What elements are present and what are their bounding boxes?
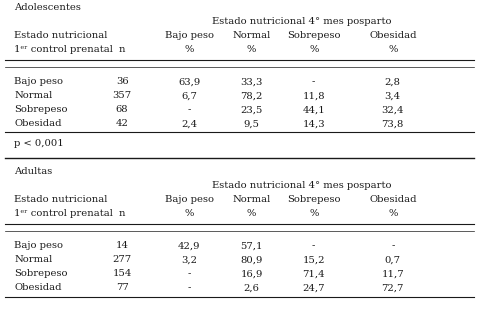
Text: %: % xyxy=(184,45,194,55)
Text: 277: 277 xyxy=(113,256,132,265)
Text: -: - xyxy=(391,241,395,250)
Text: %: % xyxy=(247,45,256,55)
Text: Adolescentes: Adolescentes xyxy=(14,4,81,13)
Text: 1ᵉʳ control prenatal: 1ᵉʳ control prenatal xyxy=(14,45,113,55)
Text: %: % xyxy=(309,210,319,218)
Text: Estado nutricional 4° mes posparto: Estado nutricional 4° mes posparto xyxy=(212,182,391,190)
Text: -: - xyxy=(187,269,191,279)
Text: 72,7: 72,7 xyxy=(382,284,404,292)
Text: Obesidad: Obesidad xyxy=(14,119,62,129)
Text: 36: 36 xyxy=(116,78,128,87)
Text: 11,7: 11,7 xyxy=(381,269,404,279)
Text: 42: 42 xyxy=(116,119,128,129)
Text: Estado nutricional: Estado nutricional xyxy=(14,32,108,40)
Text: 1ᵉʳ control prenatal: 1ᵉʳ control prenatal xyxy=(14,210,113,218)
Text: Obesidad: Obesidad xyxy=(14,284,62,292)
Text: p < 0,001: p < 0,001 xyxy=(14,139,64,147)
Text: 6,7: 6,7 xyxy=(181,91,197,100)
Text: 63,9: 63,9 xyxy=(178,78,200,87)
Text: Normal: Normal xyxy=(232,195,271,205)
Text: 80,9: 80,9 xyxy=(240,256,262,265)
Text: Bajo peso: Bajo peso xyxy=(165,32,214,40)
Text: 0,7: 0,7 xyxy=(385,256,401,265)
Text: 2,8: 2,8 xyxy=(385,78,401,87)
Text: Adultas: Adultas xyxy=(14,167,53,176)
Text: Sobrepeso: Sobrepeso xyxy=(14,106,68,114)
Text: 78,2: 78,2 xyxy=(240,91,262,100)
Text: 11,8: 11,8 xyxy=(302,91,325,100)
Text: Sobrepeso: Sobrepeso xyxy=(14,269,68,279)
Text: 23,5: 23,5 xyxy=(240,106,262,114)
Text: -: - xyxy=(187,284,191,292)
Text: Normal: Normal xyxy=(14,91,53,100)
Text: %: % xyxy=(388,45,398,55)
Text: -: - xyxy=(312,241,316,250)
Text: 357: 357 xyxy=(113,91,132,100)
Text: 24,7: 24,7 xyxy=(303,284,325,292)
Text: %: % xyxy=(184,210,194,218)
Text: 3,4: 3,4 xyxy=(385,91,401,100)
Text: Bajo peso: Bajo peso xyxy=(14,241,63,250)
Text: Estado nutricional 4° mes posparto: Estado nutricional 4° mes posparto xyxy=(212,17,391,27)
Text: Normal: Normal xyxy=(14,256,53,265)
Text: 2,6: 2,6 xyxy=(243,284,260,292)
Text: 68: 68 xyxy=(116,106,128,114)
Text: -: - xyxy=(312,78,316,87)
Text: %: % xyxy=(247,210,256,218)
Text: 16,9: 16,9 xyxy=(240,269,262,279)
Text: Bajo peso: Bajo peso xyxy=(165,195,214,205)
Text: 71,4: 71,4 xyxy=(302,269,325,279)
Text: 33,3: 33,3 xyxy=(240,78,262,87)
Text: 3,2: 3,2 xyxy=(181,256,197,265)
Text: 2,4: 2,4 xyxy=(181,119,197,129)
Text: 73,8: 73,8 xyxy=(382,119,404,129)
Text: %: % xyxy=(309,45,319,55)
Text: 77: 77 xyxy=(116,284,128,292)
Text: Sobrepeso: Sobrepeso xyxy=(287,195,341,205)
Text: -: - xyxy=(187,106,191,114)
Text: Bajo peso: Bajo peso xyxy=(14,78,63,87)
Text: 42,9: 42,9 xyxy=(178,241,200,250)
Text: n: n xyxy=(119,210,125,218)
Text: 14: 14 xyxy=(115,241,129,250)
Text: 154: 154 xyxy=(113,269,132,279)
Text: 15,2: 15,2 xyxy=(303,256,325,265)
Text: Normal: Normal xyxy=(232,32,271,40)
Text: 44,1: 44,1 xyxy=(302,106,325,114)
Text: Estado nutricional: Estado nutricional xyxy=(14,195,108,205)
Text: 57,1: 57,1 xyxy=(240,241,262,250)
Text: 9,5: 9,5 xyxy=(243,119,260,129)
Text: Obesidad: Obesidad xyxy=(369,195,417,205)
Text: Obesidad: Obesidad xyxy=(369,32,417,40)
Text: %: % xyxy=(388,210,398,218)
Text: 32,4: 32,4 xyxy=(382,106,404,114)
Text: 14,3: 14,3 xyxy=(302,119,325,129)
Text: Sobrepeso: Sobrepeso xyxy=(287,32,341,40)
Text: n: n xyxy=(119,45,125,55)
